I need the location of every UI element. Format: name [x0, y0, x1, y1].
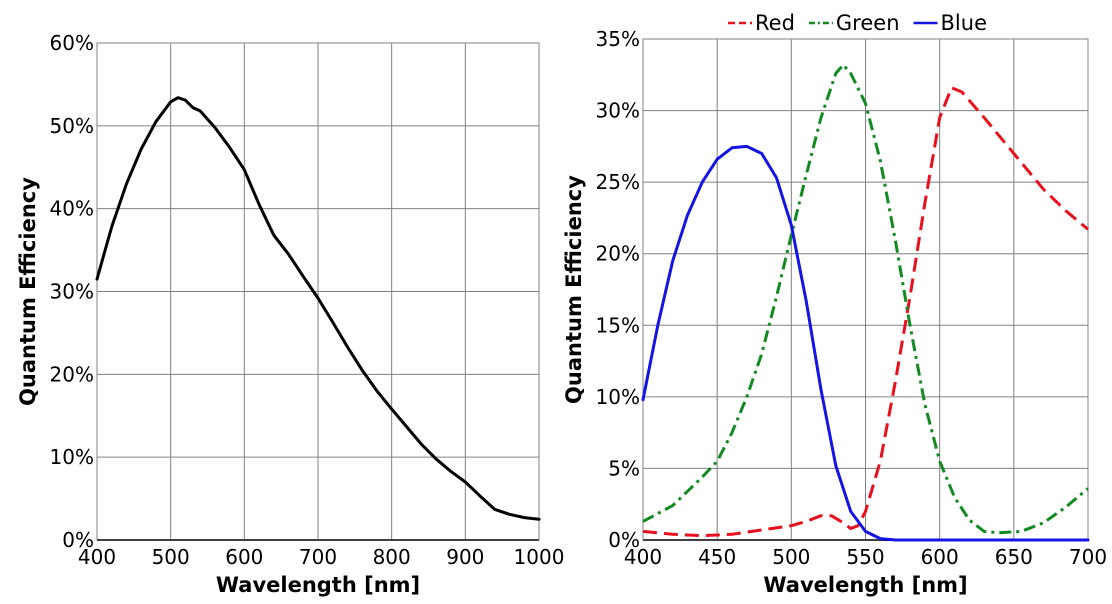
- y-tick-label: 60%: [50, 31, 94, 55]
- right-x-ticks: 400 450 500 550 600 650 700: [624, 545, 1107, 569]
- series-line-red: [642, 86, 1089, 538]
- y-tick-label: 30%: [596, 99, 640, 123]
- chart-left-mono-qe: 400 500 600 700 800 900 1000 0% 10% 20% 30% 40% 50%…: [16, 31, 564, 597]
- x-tick-label: 800: [373, 545, 411, 569]
- left-y-ticks: 0% 10% 20% 30% 40% 50% 60%: [50, 31, 94, 552]
- x-tick-label: 700: [1069, 545, 1107, 569]
- right-legend: Red Green Blue: [728, 11, 987, 35]
- right-y-axis-label: Quantum Efficiency: [562, 175, 586, 404]
- y-tick-label: 0%: [62, 528, 94, 552]
- left-y-axis-label: Quantum Efficiency: [16, 177, 40, 406]
- y-tick-label: 25%: [596, 170, 640, 194]
- left-x-ticks: 400 500 600 700 800 900 1000: [78, 545, 565, 569]
- right-grid: [642, 38, 1089, 541]
- x-tick-label: 650: [995, 545, 1033, 569]
- y-tick-label: 5%: [608, 456, 640, 480]
- x-tick-label: 600: [225, 545, 263, 569]
- x-tick-label: 400: [624, 545, 662, 569]
- x-tick-label: 500: [152, 545, 190, 569]
- x-tick-label: 1000: [514, 545, 565, 569]
- x-tick-label: 700: [299, 545, 337, 569]
- series-line-qe: [95, 96, 541, 521]
- left-grid: [96, 42, 540, 541]
- y-tick-label: 50%: [50, 114, 94, 138]
- left-series-layer: [95, 96, 541, 521]
- right-series-layer: [641, 63, 1090, 542]
- x-tick-label: 900: [446, 545, 484, 569]
- y-tick-label: 15%: [596, 313, 640, 337]
- series-line-blue: [641, 144, 1090, 542]
- y-tick-label: 10%: [596, 385, 640, 409]
- y-tick-label: 20%: [50, 362, 94, 386]
- x-tick-label: 450: [698, 545, 736, 569]
- series-line-green: [642, 63, 1089, 535]
- x-tick-label: 400: [78, 545, 116, 569]
- left-plot-frame: [96, 42, 540, 541]
- chart-right-rgb-qe: 400 450 500 550 600 650 700 0% 5% 10% 15% 20% 25% 30…: [562, 11, 1107, 597]
- x-tick-label: 500: [772, 545, 810, 569]
- y-tick-label: 10%: [50, 445, 94, 469]
- left-x-axis-label: Wavelength [nm]: [216, 573, 420, 597]
- y-tick-label: 40%: [50, 197, 94, 221]
- x-tick-label: 550: [846, 545, 884, 569]
- right-plot-frame: [642, 38, 1089, 541]
- right-x-axis-label: Wavelength [nm]: [763, 573, 967, 597]
- legend-label-green: Green: [836, 11, 900, 35]
- legend-label-blue: Blue: [941, 11, 987, 35]
- legend-label-red: Red: [755, 11, 795, 35]
- right-y-ticks: 0% 5% 10% 15% 20% 25% 30% 35%: [596, 27, 640, 552]
- y-tick-label: 20%: [596, 242, 640, 266]
- y-tick-label: 0%: [608, 528, 640, 552]
- y-tick-label: 35%: [596, 27, 640, 51]
- y-tick-label: 30%: [50, 280, 94, 304]
- x-tick-label: 600: [921, 545, 959, 569]
